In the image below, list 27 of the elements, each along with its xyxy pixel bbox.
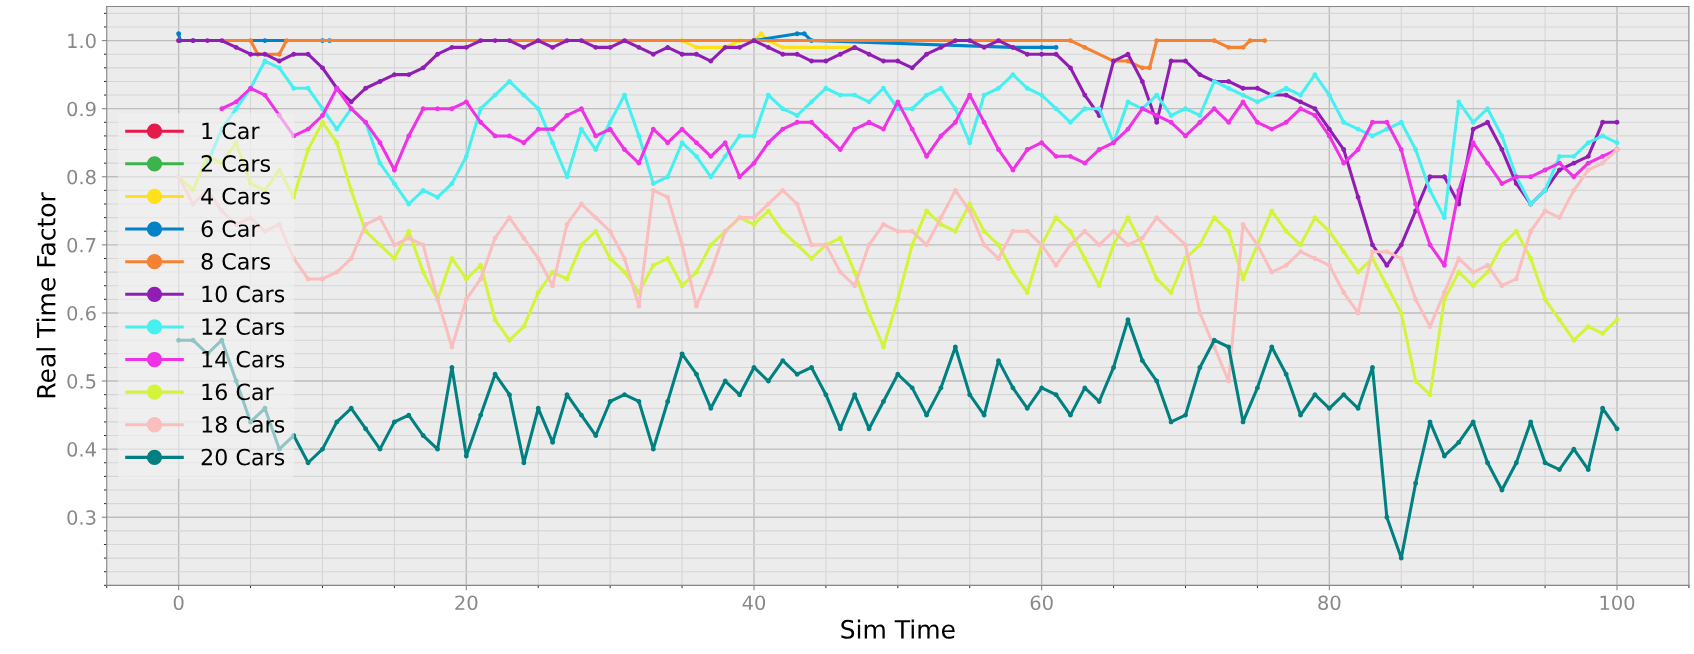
legend-label: 16 Car (202, 383, 274, 401)
y-tick-label: 0.6 (67, 305, 96, 321)
y-tick-label: 0.3 (67, 510, 96, 525)
x-tick-label: 100 (1600, 595, 1635, 611)
legend-label: 6 Car (201, 220, 260, 238)
x-tick-label: 60 (1030, 595, 1053, 611)
y-tick-label: 1.0 (68, 33, 96, 49)
y-axis-title: Real Time Factor (36, 192, 56, 398)
y-tick-label: 0.4 (67, 442, 96, 457)
legend-label: 12 Cars (202, 318, 285, 335)
legend-label: 4 Cars (201, 187, 271, 205)
x-tick-label: 80 (1318, 595, 1341, 611)
x-tick-label: 0 (173, 595, 184, 611)
x-tick-label: 40 (742, 595, 766, 611)
y-tick-label: 0.5 (67, 374, 96, 389)
y-tick-label: 0.9 (67, 101, 96, 117)
legend-label: 8 Cars (201, 252, 271, 270)
legend-label: 14 Cars (202, 350, 285, 368)
y-tick-label: 0.8 (67, 169, 96, 185)
y-tick-label: 0.7 (67, 237, 96, 253)
legend-label: 1 Car (202, 122, 260, 140)
x-tick-label: 20 (455, 595, 478, 611)
legend-label: 2 Cars (201, 155, 271, 172)
legend-label: 20 Cars (201, 448, 285, 466)
legend-label: 18 Cars (202, 416, 285, 433)
x-axis-title: Sim Time (841, 619, 955, 639)
legend-label: 10 Cars (202, 285, 285, 303)
